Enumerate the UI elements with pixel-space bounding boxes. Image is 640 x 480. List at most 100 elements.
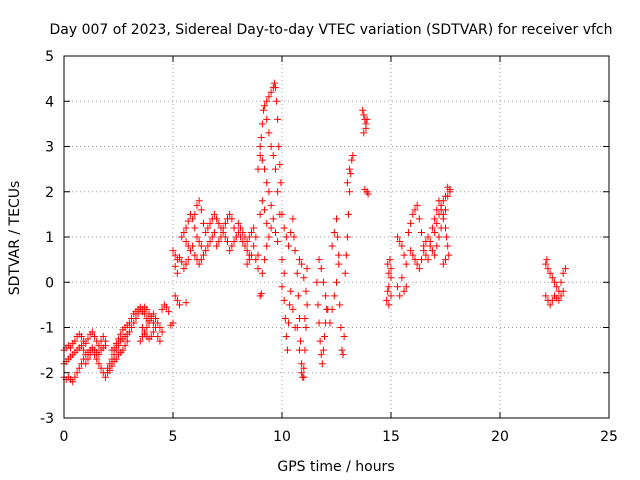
data-point (428, 247, 436, 255)
data-point (221, 219, 229, 227)
data-point (343, 179, 351, 187)
data-point (88, 328, 96, 336)
data-point (258, 156, 266, 164)
data-point (180, 265, 188, 273)
data-point (128, 324, 136, 331)
data-point (415, 265, 423, 273)
data-point (176, 301, 184, 309)
data-point (445, 251, 453, 259)
data-point (398, 274, 406, 282)
data-point (254, 165, 262, 173)
data-point (195, 197, 203, 205)
data-point (411, 206, 419, 214)
data-point (108, 362, 116, 370)
data-point (557, 292, 565, 300)
data-point (335, 260, 343, 268)
data-point (557, 278, 565, 286)
data-point (257, 290, 265, 298)
data-point (555, 296, 563, 304)
data-point (184, 256, 192, 264)
y-tick-label: -3 (40, 411, 54, 427)
data-point (418, 256, 426, 264)
data-point (270, 79, 278, 87)
data-point (171, 251, 179, 259)
data-point (265, 188, 273, 196)
data-point (75, 364, 83, 372)
data-point (252, 256, 260, 264)
data-point (169, 247, 177, 255)
data-point (303, 301, 311, 309)
data-point (396, 238, 404, 246)
data-point (330, 228, 338, 236)
data-point (280, 269, 288, 277)
data-point (553, 283, 561, 291)
data-point (404, 228, 412, 236)
x-tick-label: 0 (60, 429, 69, 445)
data-point (326, 319, 334, 327)
data-point (234, 219, 242, 227)
data-point (258, 120, 266, 128)
data-point (191, 224, 199, 232)
data-point (394, 233, 402, 241)
data-point (265, 129, 273, 137)
data-point (204, 242, 212, 250)
data-point (277, 179, 285, 187)
data-point (112, 339, 120, 347)
data-point (119, 346, 127, 354)
data-point (548, 274, 556, 282)
data-point (321, 333, 329, 341)
data-point (219, 224, 227, 232)
data-point (411, 256, 419, 264)
data-point (169, 319, 177, 327)
data-point (243, 247, 251, 255)
data-point (426, 242, 434, 250)
data-point (261, 102, 269, 110)
data-point (191, 251, 199, 259)
data-point (226, 247, 234, 255)
data-point (91, 333, 99, 341)
data-point (346, 188, 354, 196)
data-point (256, 143, 264, 150)
data-point (559, 269, 567, 277)
data-point (263, 97, 271, 105)
data-point (173, 269, 181, 277)
data-point (269, 152, 277, 160)
data-point (319, 346, 327, 354)
data-point (333, 215, 340, 223)
data-point (278, 210, 286, 218)
data-point (202, 228, 210, 236)
data-point (400, 251, 408, 259)
x-tick-label: 10 (273, 429, 291, 445)
data-point (298, 360, 306, 368)
data-point (433, 219, 441, 227)
data-point (178, 258, 186, 266)
data-point (402, 283, 410, 291)
data-point (258, 269, 266, 277)
data-point (77, 333, 85, 341)
data-point (341, 269, 349, 277)
x-axis-label: GPS time / hours (277, 459, 394, 475)
data-point (283, 346, 291, 354)
data-point (95, 342, 103, 350)
data-point (275, 143, 283, 150)
data-point (282, 233, 290, 241)
data-point (69, 378, 77, 386)
data-point (263, 219, 271, 227)
data-point (195, 260, 203, 268)
data-point (444, 242, 452, 250)
data-point (208, 233, 216, 241)
data-point (182, 238, 190, 246)
y-axis-label: SDTVAR / TECUs (7, 181, 23, 296)
y-tick-label: 0 (45, 275, 54, 291)
data-point (184, 217, 192, 225)
data-point (217, 233, 225, 241)
x-tick-label: 20 (491, 429, 509, 445)
data-point (182, 260, 190, 268)
data-point (298, 369, 306, 377)
data-point (197, 206, 205, 214)
data-point (422, 251, 430, 259)
data-point (145, 317, 153, 325)
data-point (254, 265, 262, 273)
data-point (413, 260, 421, 268)
